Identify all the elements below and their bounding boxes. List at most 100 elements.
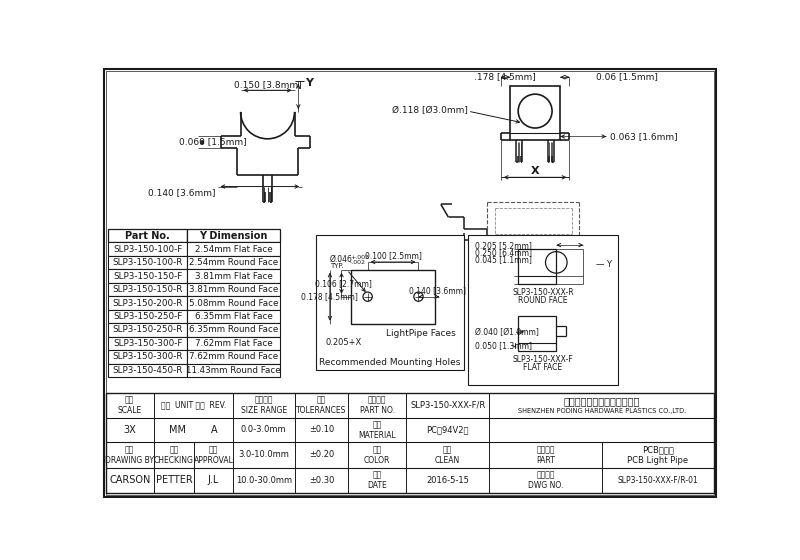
Text: 7.62mm Round Face: 7.62mm Round Face xyxy=(189,352,278,361)
Text: 6.35mm Flat Face: 6.35mm Flat Face xyxy=(194,312,273,321)
Text: 3.81mm Flat Face: 3.81mm Flat Face xyxy=(194,272,273,281)
Text: Recommended Mounting Holes: Recommended Mounting Holes xyxy=(319,358,461,367)
Bar xyxy=(187,296,280,310)
Bar xyxy=(187,310,280,323)
Text: 7.62mm Flat Face: 7.62mm Flat Face xyxy=(195,339,273,348)
Text: 公差
TOLERANCES: 公差 TOLERANCES xyxy=(296,395,346,415)
Bar xyxy=(510,86,560,141)
Bar xyxy=(187,337,280,350)
Text: 0.050 [1.3mm]: 0.050 [1.3mm] xyxy=(475,340,533,349)
Bar xyxy=(350,270,435,324)
Text: SLP3-150-150-R: SLP3-150-150-R xyxy=(113,285,183,294)
Text: 0.06 [1.5mm]: 0.06 [1.5mm] xyxy=(596,72,658,81)
Text: 2016-5-15: 2016-5-15 xyxy=(426,476,469,485)
Text: SLP3-150-300-F: SLP3-150-300-F xyxy=(113,339,182,348)
Bar xyxy=(518,316,556,351)
Text: +.003: +.003 xyxy=(350,255,369,260)
Text: 深圳市保定五金塑胶有限公司: 深圳市保定五金塑胶有限公司 xyxy=(563,396,640,407)
Text: ±0.20: ±0.20 xyxy=(309,450,334,459)
Text: 3.81mm Round Face: 3.81mm Round Face xyxy=(189,285,278,294)
Text: 日期
DATE: 日期 DATE xyxy=(367,470,387,490)
Bar xyxy=(518,249,556,283)
Text: J.L: J.L xyxy=(208,475,219,486)
Text: ROUND FACE: ROUND FACE xyxy=(518,296,567,305)
Text: Part No.: Part No. xyxy=(126,231,170,241)
Text: ±0.30: ±0.30 xyxy=(309,476,334,485)
Text: 颜色
COLOR: 颜色 COLOR xyxy=(364,445,390,465)
Bar xyxy=(187,256,280,269)
Text: 零件名称
PART: 零件名称 PART xyxy=(536,445,555,465)
Text: 0.0-3.0mm: 0.0-3.0mm xyxy=(241,426,286,435)
Text: SLP3-150-250-F: SLP3-150-250-F xyxy=(113,312,182,321)
Text: 0.140 [3.6mm]: 0.140 [3.6mm] xyxy=(410,286,466,295)
Text: 零件编号
PART NO.: 零件编号 PART NO. xyxy=(360,395,394,415)
Text: 0.045 [1.1mm]: 0.045 [1.1mm] xyxy=(475,255,532,264)
Bar xyxy=(187,363,280,377)
Text: 单位  UNIT 版本  REV.: 单位 UNIT 版本 REV. xyxy=(161,401,226,410)
Bar xyxy=(108,323,187,337)
Text: SLP3-150-100-F: SLP3-150-100-F xyxy=(113,245,182,254)
Text: SLP3-150-XXX-F/R: SLP3-150-XXX-F/R xyxy=(410,401,486,410)
Bar xyxy=(108,337,187,350)
Bar xyxy=(108,350,187,363)
Text: 0.178 [4.5mm]: 0.178 [4.5mm] xyxy=(302,292,358,301)
Text: 0.205 [5.2mm]: 0.205 [5.2mm] xyxy=(475,241,532,250)
Text: 透明
CLEAN: 透明 CLEAN xyxy=(435,445,460,465)
Text: 比例
SCALE: 比例 SCALE xyxy=(118,395,142,415)
Bar xyxy=(316,235,464,370)
Text: MM        A: MM A xyxy=(169,425,218,435)
Text: TYP.: TYP. xyxy=(330,263,344,269)
Bar xyxy=(187,283,280,296)
Bar xyxy=(187,242,280,256)
Text: 2.54mm Round Face: 2.54mm Round Face xyxy=(189,258,278,267)
Text: — Y: — Y xyxy=(596,260,612,269)
Text: 10.0-30.0mm: 10.0-30.0mm xyxy=(236,476,292,485)
Bar xyxy=(187,323,280,337)
Bar xyxy=(187,350,280,363)
Text: SLP3-150-XXX-R: SLP3-150-XXX-R xyxy=(512,288,574,297)
Text: SLP3-150-300-R: SLP3-150-300-R xyxy=(113,352,183,361)
Text: PCB导光柱
PCB Light Pipe: PCB导光柱 PCB Light Pipe xyxy=(627,445,689,465)
Text: Y: Y xyxy=(306,78,314,87)
Text: Ø.118 [Ø3.0mm]: Ø.118 [Ø3.0mm] xyxy=(392,106,468,115)
Text: SHENZHEN PODING HARDWARE PLASTICS CO.,LTD.: SHENZHEN PODING HARDWARE PLASTICS CO.,LT… xyxy=(518,408,686,414)
Text: 6.35mm Round Face: 6.35mm Round Face xyxy=(189,325,278,334)
Text: 11.43mm Round Face: 11.43mm Round Face xyxy=(186,366,281,375)
Text: 2.54mm Flat Face: 2.54mm Flat Face xyxy=(195,245,273,254)
Text: 0.060 [1.5mm]: 0.060 [1.5mm] xyxy=(179,137,246,146)
Text: -.002: -.002 xyxy=(350,259,366,264)
Text: 核准
APPROVAL: 核准 APPROVAL xyxy=(194,445,234,465)
Text: ±0.10: ±0.10 xyxy=(309,426,334,435)
Text: 审核
CHECKING: 审核 CHECKING xyxy=(154,445,194,465)
Bar xyxy=(108,363,187,377)
Text: Ø.040 [Ø1.0mm]: Ø.040 [Ø1.0mm] xyxy=(475,328,539,337)
Text: FLAT FACE: FLAT FACE xyxy=(523,363,562,372)
Text: 0.140 [3.6mm]: 0.140 [3.6mm] xyxy=(149,188,216,197)
Text: SLP3-150-450-R: SLP3-150-450-R xyxy=(113,366,183,375)
Bar xyxy=(187,269,280,283)
Text: 0.106 [2.7mm]: 0.106 [2.7mm] xyxy=(314,279,371,288)
Text: SLP3-150-100-R: SLP3-150-100-R xyxy=(113,258,183,267)
Text: 尺寸范围
SIZE RANGE: 尺寸范围 SIZE RANGE xyxy=(241,395,286,415)
Bar xyxy=(108,310,187,323)
Text: CARSON: CARSON xyxy=(109,475,150,486)
Text: 0.063 [1.6mm]: 0.063 [1.6mm] xyxy=(610,132,678,141)
Text: SLP3-150-XXX-F/R-01: SLP3-150-XXX-F/R-01 xyxy=(618,476,698,485)
Text: Ø.046: Ø.046 xyxy=(330,255,353,264)
Bar xyxy=(106,393,714,493)
Text: 0.205+X: 0.205+X xyxy=(326,338,362,347)
Bar xyxy=(108,242,187,256)
Text: PC（94V2）: PC（94V2） xyxy=(426,426,469,435)
Text: .178 [4.5mm]: .178 [4.5mm] xyxy=(474,72,536,81)
Text: 图纸编号
DWG NO.: 图纸编号 DWG NO. xyxy=(528,470,563,490)
Bar xyxy=(187,229,280,242)
Text: SLP3-150-XXX-F: SLP3-150-XXX-F xyxy=(513,355,573,365)
Text: 3X: 3X xyxy=(123,425,136,435)
Text: Y Dimension: Y Dimension xyxy=(199,231,268,241)
Text: SLP3-150-250-R: SLP3-150-250-R xyxy=(113,325,183,334)
Text: 3.0-10.0mm: 3.0-10.0mm xyxy=(238,450,289,459)
Text: 材料
MATERIAL: 材料 MATERIAL xyxy=(358,420,396,440)
Text: LightPipe Faces: LightPipe Faces xyxy=(386,329,456,338)
Text: 5.08mm Round Face: 5.08mm Round Face xyxy=(189,298,278,307)
Bar xyxy=(108,229,187,242)
